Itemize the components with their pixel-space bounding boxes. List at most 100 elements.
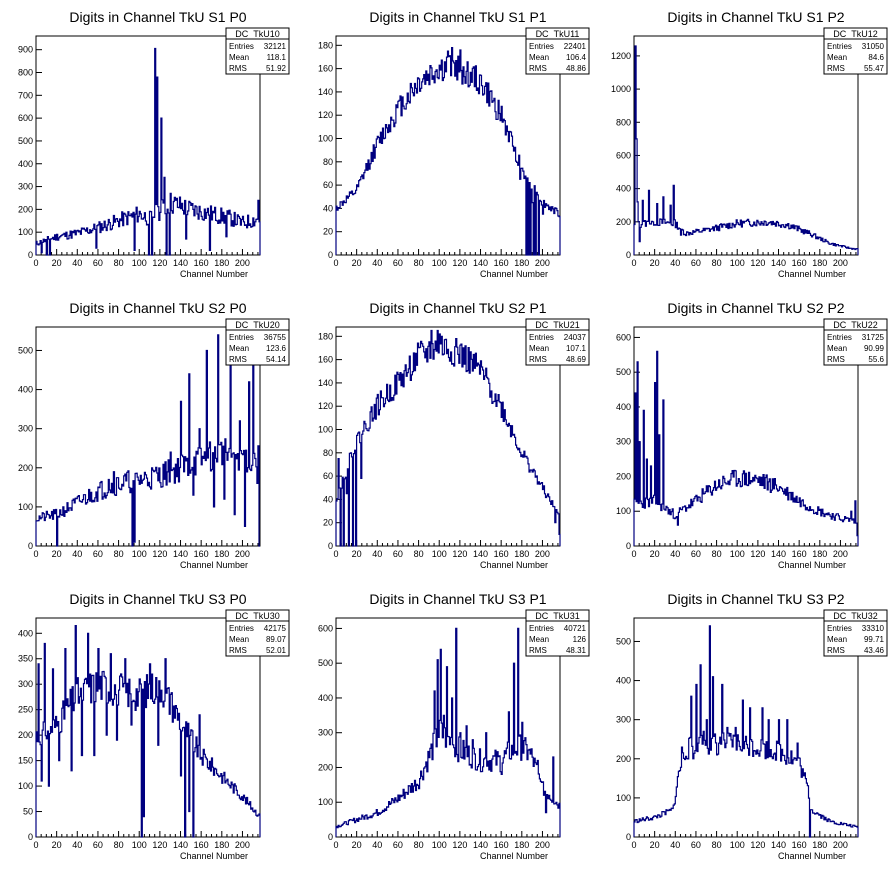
x-tick-label: 180 [812,549,827,559]
stats-label: Mean [529,53,549,62]
y-tick-label: 120 [318,110,333,120]
x-tick-label: 120 [750,258,765,268]
x-tick-label: 0 [631,549,636,559]
x-axis-label: Channel Number [778,851,846,861]
stats-value: 51.92 [266,64,287,73]
histogram-panel-7: Digits in Channel TkU S3 P0 0 20 40 60 80 100 1… [18,591,290,861]
stats-box: DC_TkU21 Entries 24037 Mean 107.1 RMS 48.69 [525,318,590,366]
x-tick-label: 100 [432,840,447,850]
histogram-series [35,625,261,838]
x-tick-label: 40 [372,258,382,268]
y-tick-label: 140 [318,378,333,388]
x-tick-label: 40 [670,258,680,268]
y-tick-label: 40 [323,203,333,213]
panel-title: Digits in Channel TkU S2 P2 [667,300,844,316]
stats-box: DC_TkU11 Entries 22401 Mean 106.4 RMS 48.86 [525,27,590,75]
x-tick-label: 20 [352,258,362,268]
x-tick-label: 60 [393,258,403,268]
x-tick-label: 140 [473,549,488,559]
x-tick-label: 160 [494,840,509,850]
histogram-panel-4: Digits in Channel TkU S2 P0 0 20 40 60 80 100 1… [18,300,290,570]
stats-value: 52.01 [266,646,287,655]
stats-label: Mean [229,635,249,644]
y-tick-label: 500 [616,636,631,646]
stats-label: Entries [529,333,554,342]
y-tick-label: 0 [328,250,333,260]
y-tick-label: 20 [323,518,333,528]
stats-name: DC_TkU10 [235,29,280,39]
x-tick-label: 180 [812,258,827,268]
stats-value: 24037 [564,333,587,342]
x-tick-label: 60 [393,840,403,850]
x-tick-label: 40 [372,840,382,850]
histogram-panel-6: Digits in Channel TkU S2 P2 0 20 40 60 80 100 1… [616,300,888,570]
stats-name: DC_TkU12 [833,29,878,39]
x-tick-label: 100 [432,549,447,559]
stats-value: 118.1 [267,53,287,62]
y-tick-label: 300 [18,679,33,689]
x-tick-label: 80 [414,258,424,268]
x-tick-label: 20 [352,840,362,850]
plot-frame [335,326,561,547]
stats-label: RMS [229,355,247,364]
x-tick-label: 120 [452,549,467,559]
y-tick-label: 600 [318,623,333,633]
x-tick-label: 180 [514,840,529,850]
x-tick-label: 160 [494,549,509,559]
histogram-series [335,47,561,256]
stats-label: Entries [229,624,254,633]
stats-label: Entries [529,624,554,633]
x-tick-label: 60 [691,549,701,559]
y-tick-label: 200 [18,730,33,740]
y-tick-label: 600 [18,113,33,123]
x-tick-label: 140 [473,840,488,850]
stats-value: 31050 [862,42,885,51]
stats-label: Entries [529,42,554,51]
stats-value: 43.46 [864,646,885,655]
stats-value: 31725 [862,333,885,342]
x-axis-label: Channel Number [778,269,846,279]
stats-value: 36755 [264,333,287,342]
y-tick-label: 50 [23,807,33,817]
stats-label: RMS [229,64,247,73]
y-tick-label: 200 [18,204,33,214]
y-tick-label: 0 [28,832,33,842]
y-tick-label: 180 [318,40,333,50]
x-axis-label: Channel Number [778,560,846,570]
stats-label: RMS [827,355,845,364]
x-tick-label: 40 [72,549,82,559]
stats-label: RMS [529,646,547,655]
y-tick-label: 400 [18,385,33,395]
histogram-panel-9: Digits in Channel TkU S3 P2 0 20 40 60 80 100 1… [616,591,888,861]
y-tick-label: 100 [318,134,333,144]
x-tick-label: 100 [132,549,147,559]
stats-value: 54.14 [266,355,287,364]
panel-title: Digits in Channel TkU S3 P0 [69,591,246,607]
stats-value: 107.1 [566,344,587,353]
stats-label: Mean [529,635,549,644]
x-tick-label: 40 [72,258,82,268]
plot-frame [633,326,859,547]
y-tick-label: 0 [28,250,33,260]
y-tick-label: 600 [616,150,631,160]
x-tick-label: 40 [670,840,680,850]
x-tick-label: 0 [33,549,38,559]
y-tick-label: 400 [616,676,631,686]
stats-box-frame [525,27,590,75]
y-tick-label: 160 [318,355,333,365]
y-tick-label: 100 [18,502,33,512]
y-tick-label: 400 [616,184,631,194]
x-tick-label: 200 [535,258,550,268]
x-tick-label: 60 [93,258,103,268]
x-tick-label: 180 [214,840,229,850]
plot-frame [35,617,261,838]
y-tick-label: 100 [18,781,33,791]
x-tick-label: 180 [514,549,529,559]
stats-name: DC_TkU31 [535,611,580,621]
x-axis-label: Channel Number [480,269,548,279]
plot-frame [633,35,859,256]
y-tick-label: 200 [616,754,631,764]
y-tick-label: 100 [616,506,631,516]
y-tick-label: 0 [626,541,631,551]
x-tick-label: 180 [214,549,229,559]
